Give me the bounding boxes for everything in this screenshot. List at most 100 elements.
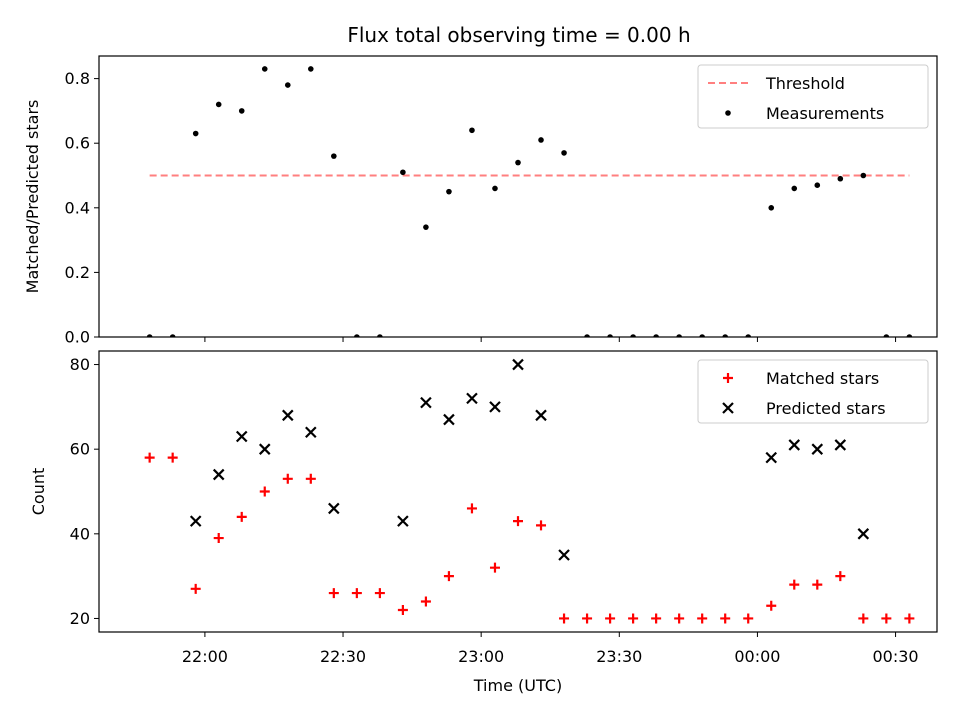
predicted-stars-point	[466, 392, 478, 405]
plot-area	[144, 358, 915, 624]
predicted-stars-point	[811, 443, 824, 455]
y-tick-label: 20	[70, 609, 90, 628]
matched-stars-point	[328, 588, 339, 599]
axes-frame	[98, 55, 938, 338]
y-tick-label: 0.2	[65, 263, 90, 282]
predicted-stars-point	[328, 502, 340, 515]
chart-title: Flux total observing time = 0.00 h	[347, 23, 690, 47]
predicted-stars-point	[535, 409, 547, 422]
measurements-point	[607, 334, 613, 337]
measurements-point	[814, 182, 821, 188]
matched-stars-point	[835, 571, 846, 582]
matched-stars-point	[489, 562, 500, 573]
predicted-stars-point	[765, 451, 778, 464]
legend-marker-swatch	[723, 373, 733, 383]
measurements-point	[492, 185, 498, 192]
legend: Threshold Measurements	[697, 64, 929, 129]
x-tick-label: 00:30	[873, 647, 919, 666]
matched-stars-point	[282, 473, 293, 484]
y-axis-label: Count	[29, 468, 48, 516]
y-tick-label: 0.6	[65, 134, 90, 153]
measurements-point	[653, 334, 659, 337]
legend: Matched stars Predicted stars	[697, 359, 929, 424]
matched-stars-point	[674, 613, 685, 624]
y-tick-label: 60	[70, 440, 90, 459]
measurements-point	[584, 334, 590, 337]
measurements-point	[215, 101, 222, 108]
measurements-point	[860, 172, 867, 179]
measurements-point	[261, 66, 268, 72]
legend-item: Measurements	[725, 104, 884, 123]
x-tick-label: 22:30	[320, 647, 366, 666]
predicted-stars-point	[512, 358, 524, 371]
y-tick-label: 40	[70, 524, 90, 543]
measurements-point	[722, 334, 728, 337]
measurements-point	[883, 334, 890, 337]
matched-stars-point	[582, 613, 593, 624]
x-axis-label: Time (UTC)	[473, 676, 562, 695]
measurements-point	[515, 159, 521, 166]
measurements-point	[284, 82, 291, 88]
matched-stars-point	[720, 613, 731, 624]
matched-stars-point	[213, 533, 224, 544]
matched-stars-point	[858, 613, 869, 624]
predicted-stars-point	[420, 396, 432, 409]
measurements-point	[377, 334, 383, 337]
matched-stars-point	[305, 473, 316, 484]
measurements-point	[192, 130, 199, 137]
legend-item: Threshold	[708, 74, 845, 93]
legend-marker-swatch	[725, 110, 731, 116]
measurements-point	[538, 137, 544, 143]
x-tick-label: 23:30	[596, 647, 642, 666]
legend-label: Matched stars	[766, 369, 879, 388]
axes-frame	[98, 350, 938, 633]
ratio-panel: 0.0 0.2 0.4 0.6 0.8 Matched/Predicted stars Th…	[23, 55, 938, 347]
matched-stars-point	[420, 596, 431, 607]
predicted-stars-point	[558, 549, 570, 561]
predicted-stars-point	[834, 439, 847, 451]
measurements-point	[446, 188, 452, 195]
y-axis-label: Matched/Predicted stars	[23, 100, 42, 294]
matched-stars-point	[628, 613, 639, 624]
measurements-point	[630, 334, 636, 337]
predicted-stars-point	[282, 409, 294, 422]
measurements-point	[469, 127, 475, 134]
legend-item: Matched stars	[723, 369, 879, 388]
legend-marker-swatch	[722, 402, 734, 414]
matched-stars-point	[397, 604, 408, 615]
predicted-stars-point	[788, 439, 801, 451]
measurements-point	[676, 334, 682, 337]
legend-label: Threshold	[765, 74, 845, 93]
measurements-point	[400, 169, 406, 176]
matched-stars-point	[904, 613, 915, 624]
predicted-stars-point	[212, 468, 225, 481]
matched-stars-point	[605, 613, 616, 624]
measurements-point	[331, 153, 337, 159]
legend-label: Predicted stars	[766, 399, 886, 418]
matched-stars-point	[190, 583, 201, 594]
legend-label: Measurements	[766, 104, 884, 123]
measurements-point	[699, 334, 705, 337]
matched-stars-point	[766, 600, 777, 611]
legend-item: Predicted stars	[722, 399, 886, 418]
matched-stars-point	[743, 613, 754, 624]
measurements-point	[238, 108, 245, 114]
matched-stars-point	[812, 579, 823, 590]
measurements-point	[146, 334, 153, 337]
matched-stars-point	[167, 452, 178, 463]
x-tick-label: 22:00	[182, 647, 228, 666]
matched-stars-point	[559, 613, 570, 624]
predicted-stars-point	[235, 430, 248, 443]
measurements-point	[791, 185, 798, 192]
x-tick-label: 00:00	[734, 647, 780, 666]
measurements-point	[837, 175, 844, 182]
predicted-stars-point	[489, 401, 501, 413]
y-tick-label: 0.8	[65, 69, 90, 88]
predicted-stars-point	[258, 443, 271, 455]
measurements-point	[745, 334, 752, 337]
x-tick-label: 23:00	[458, 647, 504, 666]
counts-panel: 22:00 22:30 23:00 23:30 00:00 00:30 20 40 60 80 Co…	[29, 350, 938, 695]
matched-stars-point	[651, 613, 662, 624]
matched-stars-point	[881, 613, 892, 624]
